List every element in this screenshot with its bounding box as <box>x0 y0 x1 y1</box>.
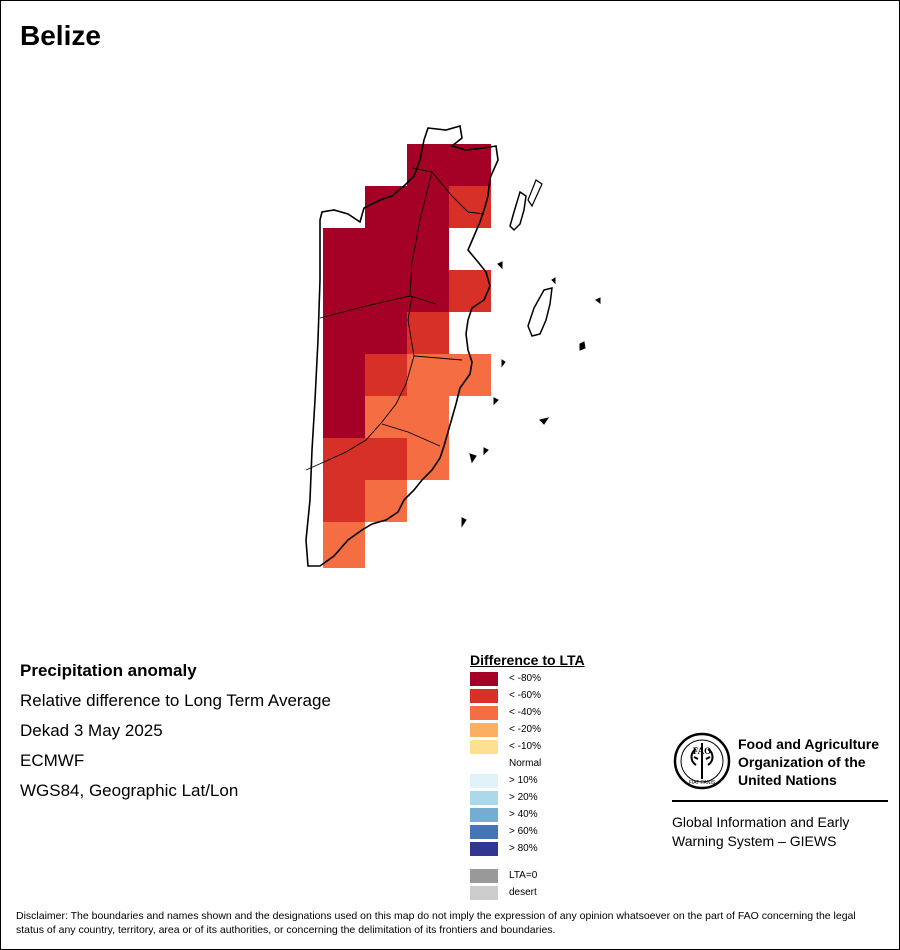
anomaly-cell <box>323 228 365 270</box>
legend-swatch <box>470 886 498 900</box>
anomaly-cell <box>365 270 407 312</box>
anomaly-cell <box>407 312 449 354</box>
legend-label: > 20% <box>509 792 538 803</box>
fao-divider <box>672 800 888 802</box>
disclaimer: Disclaimer: The boundaries and names sho… <box>16 910 856 936</box>
caye-small-8 <box>497 261 503 270</box>
district-line-stann-creek <box>305 355 415 471</box>
anomaly-cell <box>407 186 449 228</box>
fao-name-line-2: Organization of the <box>738 754 866 770</box>
legend-label: > 80% <box>509 843 538 854</box>
anomaly-cell <box>407 144 449 186</box>
legend-label: < -20% <box>509 724 541 735</box>
info-heading: Precipitation anomaly <box>20 661 197 680</box>
giews-label: Global Information and Early Warning Sys… <box>672 813 849 851</box>
anomaly-cell <box>323 354 365 396</box>
anomaly-grid <box>323 144 491 568</box>
anomaly-cell <box>323 396 365 438</box>
district-line-toledo <box>381 423 441 447</box>
giews-line-1: Global Information and Early <box>672 814 850 830</box>
lighthouse-reef <box>595 297 601 304</box>
legend-swatch <box>470 842 498 856</box>
svg-text:FIAT PANIS: FIAT PANIS <box>689 780 716 786</box>
anomaly-cell <box>449 144 491 186</box>
district-boundaries <box>305 167 485 471</box>
anomaly-cell <box>407 354 449 396</box>
legend-label: desert <box>509 887 537 898</box>
fao-name: Food and Agriculture Organization of the… <box>738 735 879 789</box>
svg-text:FAO: FAO <box>693 746 711 756</box>
legend-swatch <box>470 825 498 839</box>
caye-small-6 <box>483 447 489 456</box>
info-line-4: WGS84, Geographic Lat/Lon <box>20 781 239 800</box>
legend-swatch <box>470 869 498 883</box>
turneffe-atoll <box>527 287 553 337</box>
glovers-reef <box>579 341 586 351</box>
north-cayes <box>527 179 543 208</box>
anomaly-map <box>305 124 601 568</box>
anomaly-cell <box>323 270 365 312</box>
legend-swatch <box>470 808 498 822</box>
anomaly-cell <box>323 480 365 522</box>
anomaly-cell <box>365 480 407 522</box>
district-line-north <box>411 167 485 215</box>
legend-title: Difference to LTA <box>470 652 585 668</box>
anomaly-cell <box>365 186 407 228</box>
caye-small-1 <box>551 277 556 285</box>
fao-logo-icon: FAO FIAT PANIS <box>673 732 731 790</box>
ambergris-caye <box>509 190 527 232</box>
legend-swatch <box>470 791 498 805</box>
anomaly-cell <box>365 354 407 396</box>
fao-name-line-3: United Nations <box>738 772 837 788</box>
anomaly-cell <box>365 312 407 354</box>
map-info: Precipitation anomaly Relative differenc… <box>20 656 331 806</box>
giews-line-2: Warning System – GIEWS <box>672 833 837 849</box>
anomaly-cell <box>449 270 491 312</box>
legend-swatch <box>470 774 498 788</box>
caye-small-7 <box>461 517 467 528</box>
anomaly-cell <box>407 396 449 438</box>
legend-label: Normal <box>509 758 542 769</box>
fao-name-line-1: Food and Agriculture <box>738 736 880 752</box>
legend-swatch <box>470 689 498 703</box>
legend-swatch <box>470 723 498 737</box>
district-line-cayo-east <box>407 295 463 361</box>
anomaly-cell <box>365 438 407 480</box>
district-line-orange-walk <box>409 171 433 297</box>
anomaly-cell <box>323 312 365 354</box>
info-line-1: Relative difference to Long Term Average <box>20 691 331 710</box>
legend-label: < -10% <box>509 741 541 752</box>
map-title: Belize <box>20 20 101 51</box>
anomaly-cell <box>449 186 491 228</box>
info-line-2: Dekad 3 May 2025 <box>20 721 163 740</box>
legend-swatch <box>470 740 498 754</box>
info-line-3: ECMWF <box>20 751 85 770</box>
anomaly-cell <box>407 228 449 270</box>
cayes-islands <box>461 179 601 528</box>
country-boundary <box>305 124 499 567</box>
legend-swatch <box>470 757 498 771</box>
caye-small-3 <box>493 397 499 406</box>
caye-small-2 <box>501 359 506 368</box>
legend-swatch <box>470 672 498 686</box>
legend-label: > 60% <box>509 826 538 837</box>
legend-swatch <box>470 706 498 720</box>
district-line-cayo-north <box>319 295 437 319</box>
belize-outline <box>305 124 499 567</box>
legend-label: < -80% <box>509 673 541 684</box>
caye-small-5 <box>469 453 477 464</box>
legend-label: > 40% <box>509 809 538 820</box>
anomaly-cell <box>365 228 407 270</box>
fao-branding: FAO FIAT PANIS Food and Agriculture Orga… <box>672 731 888 851</box>
legend-label: LTA=0 <box>509 870 538 881</box>
anomaly-cell <box>407 270 449 312</box>
caye-small-4 <box>539 417 550 425</box>
legend-label: < -40% <box>509 707 541 718</box>
legend-label: < -60% <box>509 690 541 701</box>
legend: Difference to LTA < -80% < -60% < -40% < -2… <box>470 652 585 900</box>
legend-label: > 10% <box>509 775 538 786</box>
